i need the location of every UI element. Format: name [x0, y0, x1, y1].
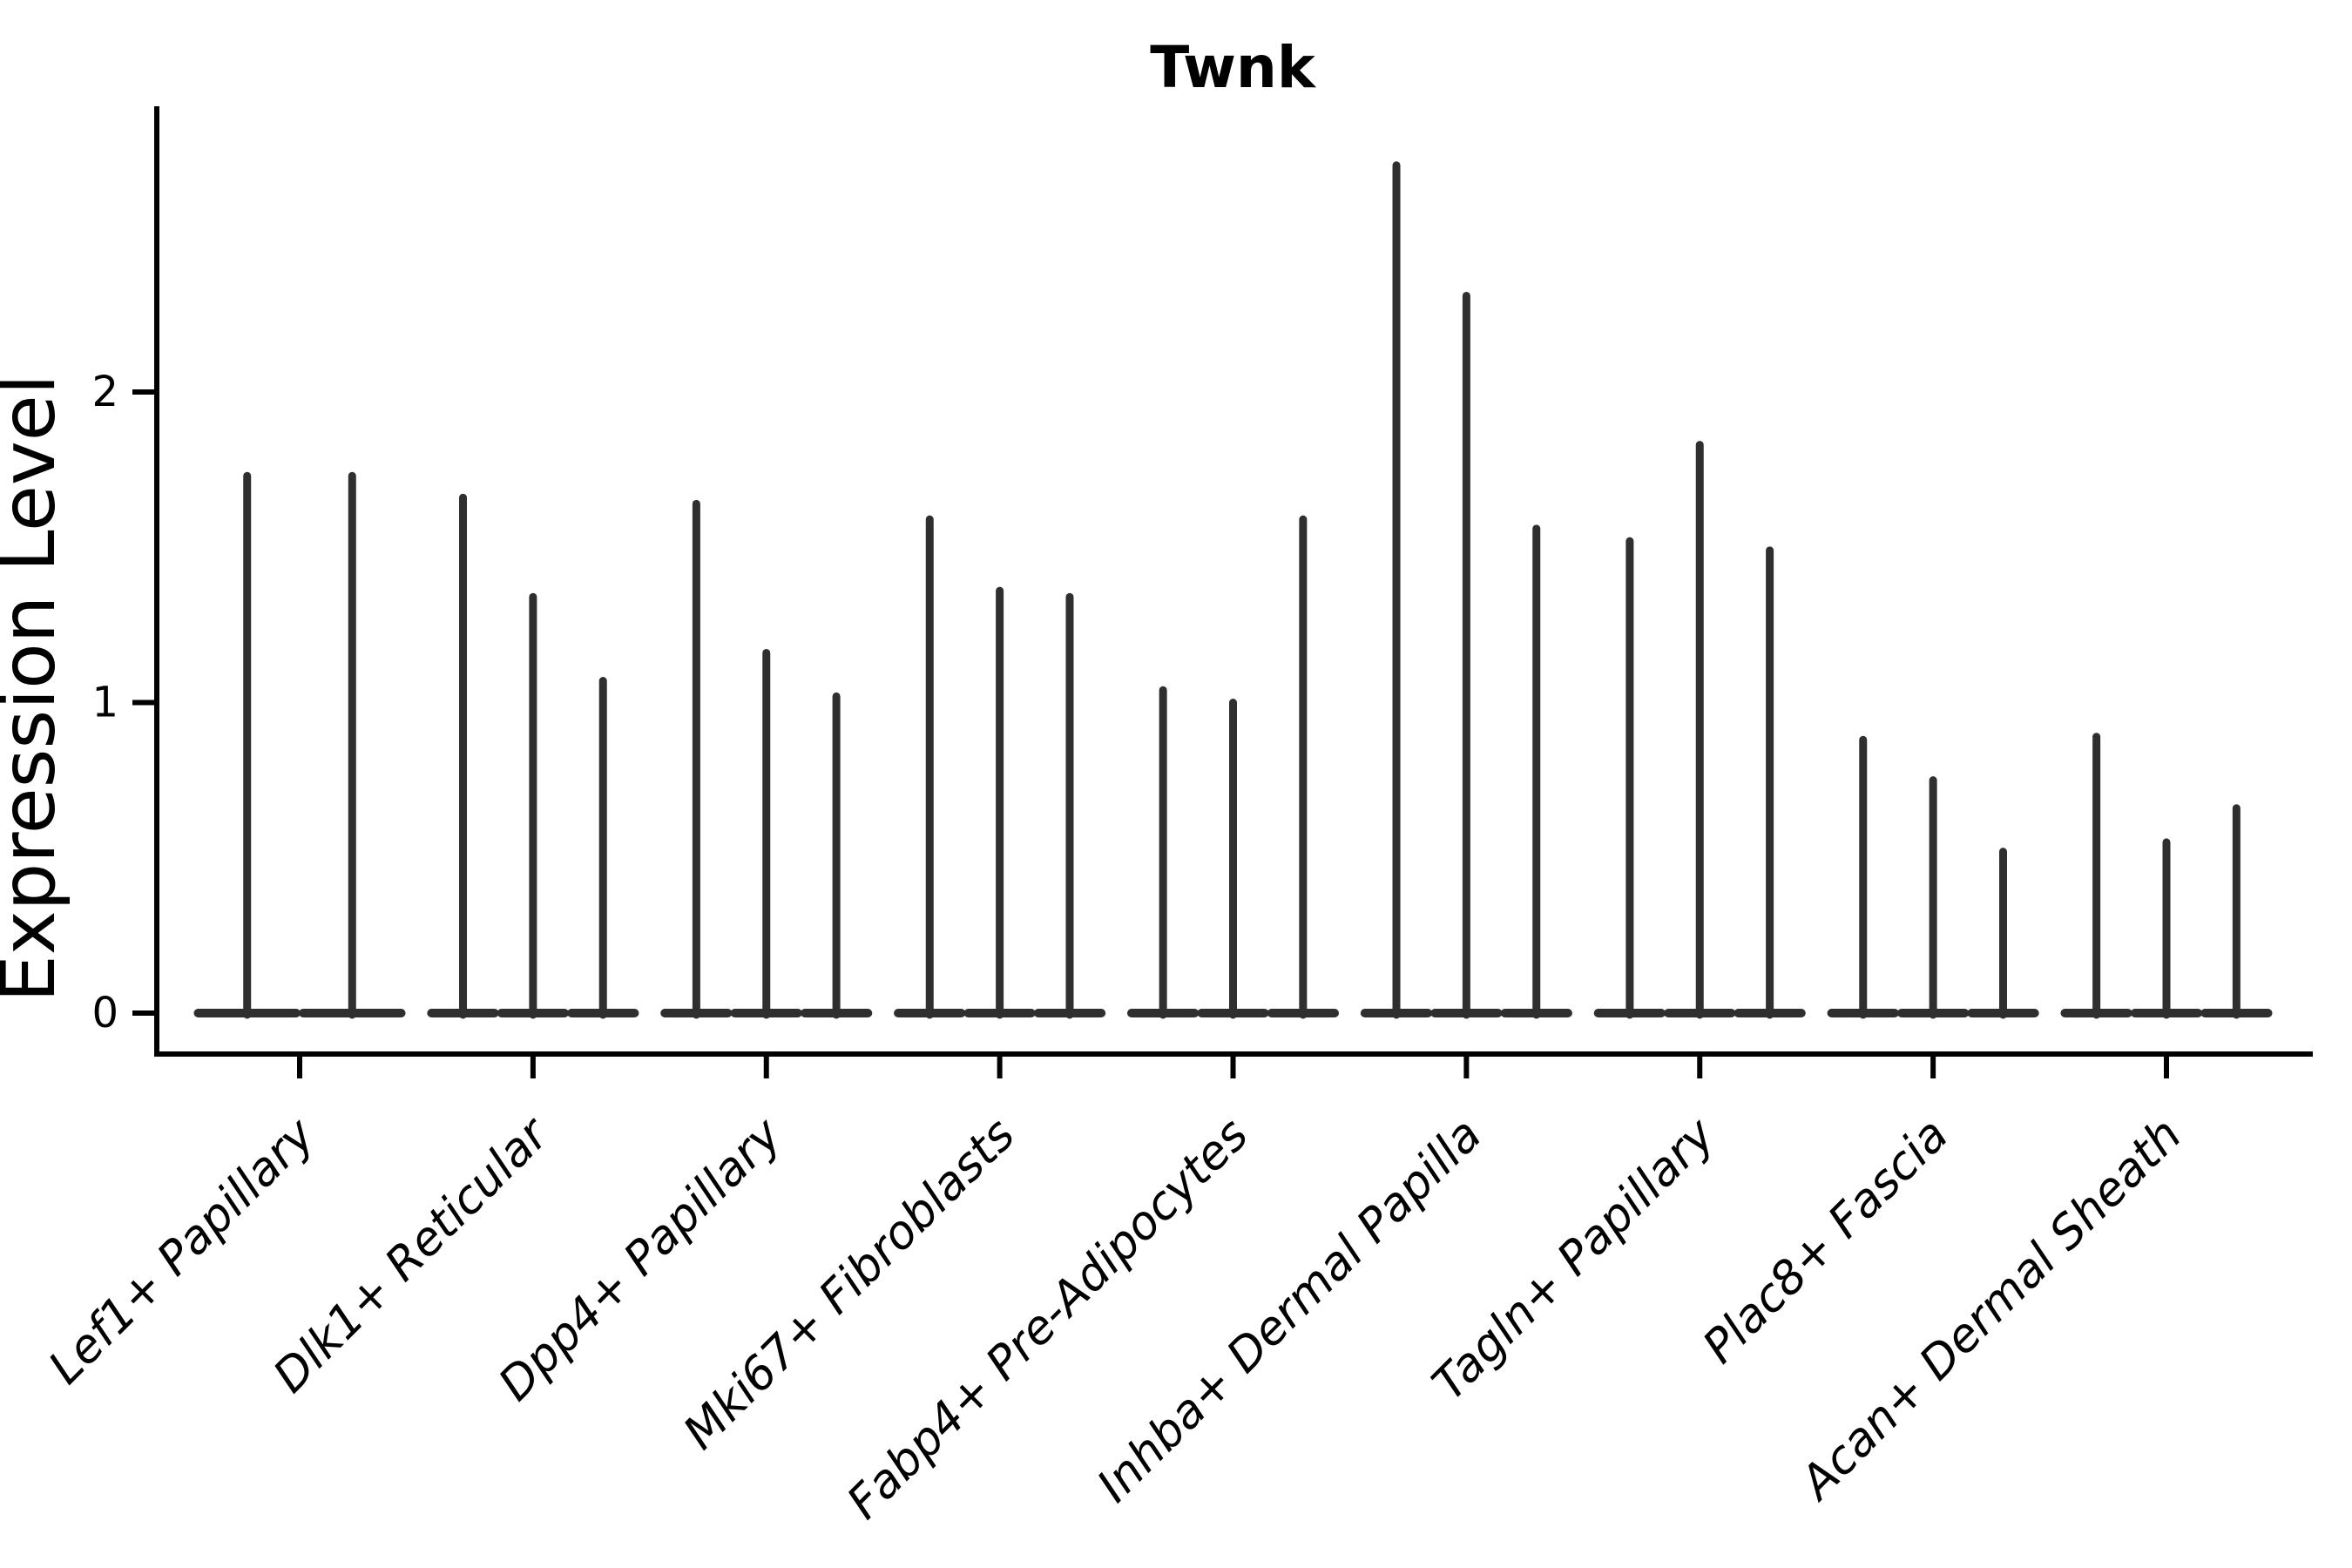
- x-category-label: Inhba+ Dermal Papilla: [1087, 1108, 1491, 1512]
- y-tick-label: 2: [91, 368, 118, 416]
- y-tick-label: 0: [91, 989, 118, 1037]
- chart-title: Twnk: [1150, 34, 1317, 101]
- x-category-label: Fabp4+ Pre-Adipocytes: [837, 1108, 1259, 1530]
- y-axis-label: Expression Level: [0, 374, 72, 1002]
- x-category-label: Plac8+ Fascia: [1693, 1108, 1958, 1374]
- y-tick-label: 1: [91, 679, 118, 727]
- x-category-label: Acan+ Dermal Sheath: [1789, 1108, 2193, 1511]
